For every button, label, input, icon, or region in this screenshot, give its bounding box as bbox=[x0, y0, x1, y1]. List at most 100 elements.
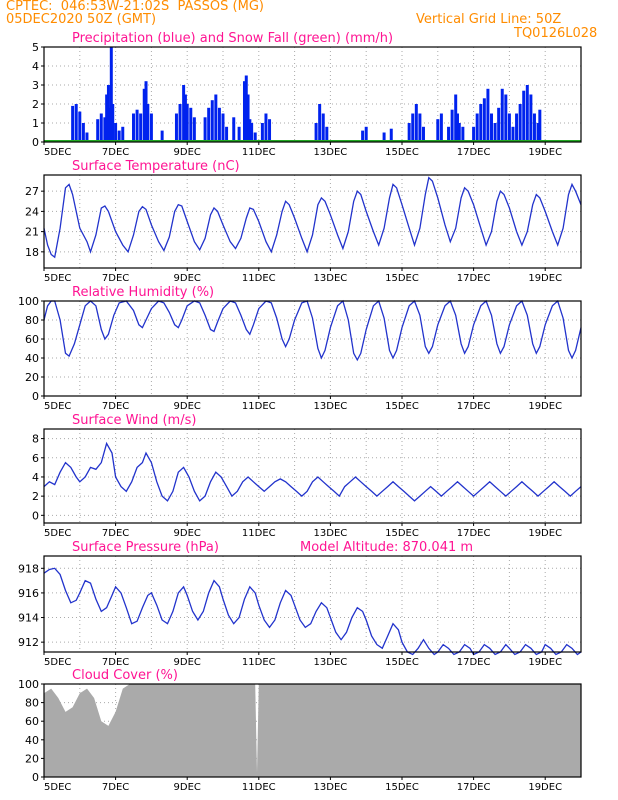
precip-bar bbox=[250, 123, 254, 142]
precip-bar bbox=[192, 117, 196, 142]
x-tick-label: 15DEC bbox=[385, 401, 419, 412]
y-tick-label: 0 bbox=[32, 771, 39, 784]
panel-temp: Surface Temperature (nC) 18 21 24 27 5DEC 7DEC… bbox=[25, 159, 582, 284]
y-tick-label: 18 bbox=[25, 246, 39, 259]
y-tick-label: 60 bbox=[25, 715, 39, 728]
precip-bar bbox=[96, 119, 100, 142]
model-altitude-label: Model Altitude: 870.041 m bbox=[300, 540, 473, 555]
x-tick-label: 9DEC bbox=[174, 147, 201, 158]
precip-bar bbox=[500, 88, 504, 142]
y-tick-label: 100 bbox=[18, 295, 39, 308]
precip-bar bbox=[260, 123, 264, 142]
x-tick-label: 7DEC bbox=[102, 147, 129, 158]
precip-bar bbox=[497, 107, 501, 142]
series-line-pressure bbox=[43, 567, 582, 656]
y-tick-label: 24 bbox=[25, 205, 39, 218]
x-tick-label: 19DEC bbox=[528, 782, 562, 793]
precip-bar bbox=[454, 94, 458, 142]
precip-bar bbox=[472, 126, 476, 142]
precip-bar bbox=[103, 117, 107, 142]
precip-bar bbox=[121, 126, 125, 142]
header-station: CPTEC: 046:53W-21:02S PASSOS (MG) bbox=[6, 0, 264, 14]
y-tick-label: 80 bbox=[25, 697, 39, 710]
y-tick-label: 0 bbox=[32, 509, 39, 522]
y-tick-label: 40 bbox=[25, 352, 39, 365]
precip-bar bbox=[185, 104, 189, 142]
precip-bar bbox=[189, 107, 193, 142]
precip-bar bbox=[214, 94, 218, 142]
x-tick-label: 19DEC bbox=[528, 401, 562, 412]
header-grid-note: Vertical Grid Line: 50Z bbox=[416, 12, 562, 27]
header-model-code: TQ0126L028 bbox=[514, 26, 598, 41]
precip-bar bbox=[457, 123, 461, 142]
y-tick-label: 914 bbox=[18, 612, 39, 625]
x-tick-label: 9DEC bbox=[174, 782, 201, 793]
y-tick-label: 40 bbox=[25, 734, 39, 747]
x-tick-label: 19DEC bbox=[528, 528, 562, 539]
precip-bar bbox=[221, 113, 225, 142]
y-tick-label: 21 bbox=[25, 226, 39, 239]
precip-bar bbox=[210, 100, 214, 142]
x-tick-label: 15DEC bbox=[385, 528, 419, 539]
x-tick-label: 15DEC bbox=[385, 273, 419, 284]
panel-title: Surface Temperature (nC) bbox=[72, 159, 240, 174]
panel-frame bbox=[43, 46, 582, 143]
x-tick-label: 13DEC bbox=[314, 657, 348, 668]
precip-bar bbox=[74, 104, 78, 142]
y-tick-label: 20 bbox=[25, 752, 39, 765]
x-tick-label: 9DEC bbox=[174, 657, 201, 668]
x-tick-label: 13DEC bbox=[314, 528, 348, 539]
x-tick-label: 9DEC bbox=[174, 273, 201, 284]
panel-title: Cloud Cover (%) bbox=[72, 668, 178, 683]
precip-bar bbox=[99, 113, 103, 142]
y-tick-label: 80 bbox=[25, 314, 39, 327]
precip-bar bbox=[117, 130, 121, 142]
precip-bar bbox=[207, 107, 211, 142]
x-tick-label: 5DEC bbox=[44, 401, 71, 412]
x-tick-label: 13DEC bbox=[314, 782, 348, 793]
precip-bar bbox=[450, 109, 454, 142]
precip-bar bbox=[106, 85, 110, 142]
precip-bar bbox=[479, 104, 483, 142]
x-tick-label: 5DEC bbox=[44, 657, 71, 668]
precip-bar bbox=[414, 104, 418, 142]
x-tick-label: 19DEC bbox=[528, 273, 562, 284]
panel-frame bbox=[43, 555, 582, 653]
y-tick-label: 4 bbox=[32, 60, 39, 73]
precip-bar bbox=[538, 109, 542, 142]
y-tick-label: 100 bbox=[18, 678, 39, 691]
x-tick-label: 13DEC bbox=[314, 401, 348, 412]
precip-bar bbox=[135, 109, 139, 142]
precip-bar bbox=[482, 98, 486, 142]
precip-bar bbox=[418, 113, 422, 142]
x-tick-label: 7DEC bbox=[102, 401, 129, 412]
precip-bar bbox=[314, 123, 318, 142]
precip-bar bbox=[493, 123, 497, 142]
precip-bar bbox=[183, 94, 187, 142]
precip-bar bbox=[114, 123, 118, 142]
precip-bar bbox=[264, 113, 268, 142]
precip-bar bbox=[78, 111, 82, 142]
precip-bar bbox=[85, 132, 89, 142]
precip-bar bbox=[182, 85, 186, 142]
panel-title: Surface Wind (m/s) bbox=[72, 413, 196, 428]
precip-bar bbox=[225, 126, 229, 142]
panel-wind: Surface Wind (m/s) 0 2 4 6 8 5DEC 7DEC 9DEC 11DEC… bbox=[32, 413, 582, 539]
x-tick-label: 17DEC bbox=[457, 657, 491, 668]
panel-frame bbox=[43, 300, 582, 397]
precip-bar bbox=[109, 47, 113, 142]
x-tick-label: 5DEC bbox=[44, 782, 71, 793]
panel-title: Surface Pressure (hPa) bbox=[72, 540, 219, 555]
precip-bar bbox=[268, 119, 272, 142]
x-tick-label: 7DEC bbox=[102, 782, 129, 793]
precip-bar bbox=[447, 126, 451, 142]
panel-rh: Relative Humidity (%) 0 20 40 60 80 100 5DEC 7DE… bbox=[18, 285, 582, 412]
precip-bar bbox=[242, 81, 246, 142]
precip-bar bbox=[382, 132, 386, 142]
y-tick-label: 916 bbox=[18, 587, 39, 600]
x-tick-label: 9DEC bbox=[174, 401, 201, 412]
precip-bar bbox=[389, 128, 393, 142]
x-tick-label: 19DEC bbox=[528, 147, 562, 158]
precip-bar bbox=[142, 88, 146, 142]
x-tick-label: 11DEC bbox=[242, 401, 276, 412]
